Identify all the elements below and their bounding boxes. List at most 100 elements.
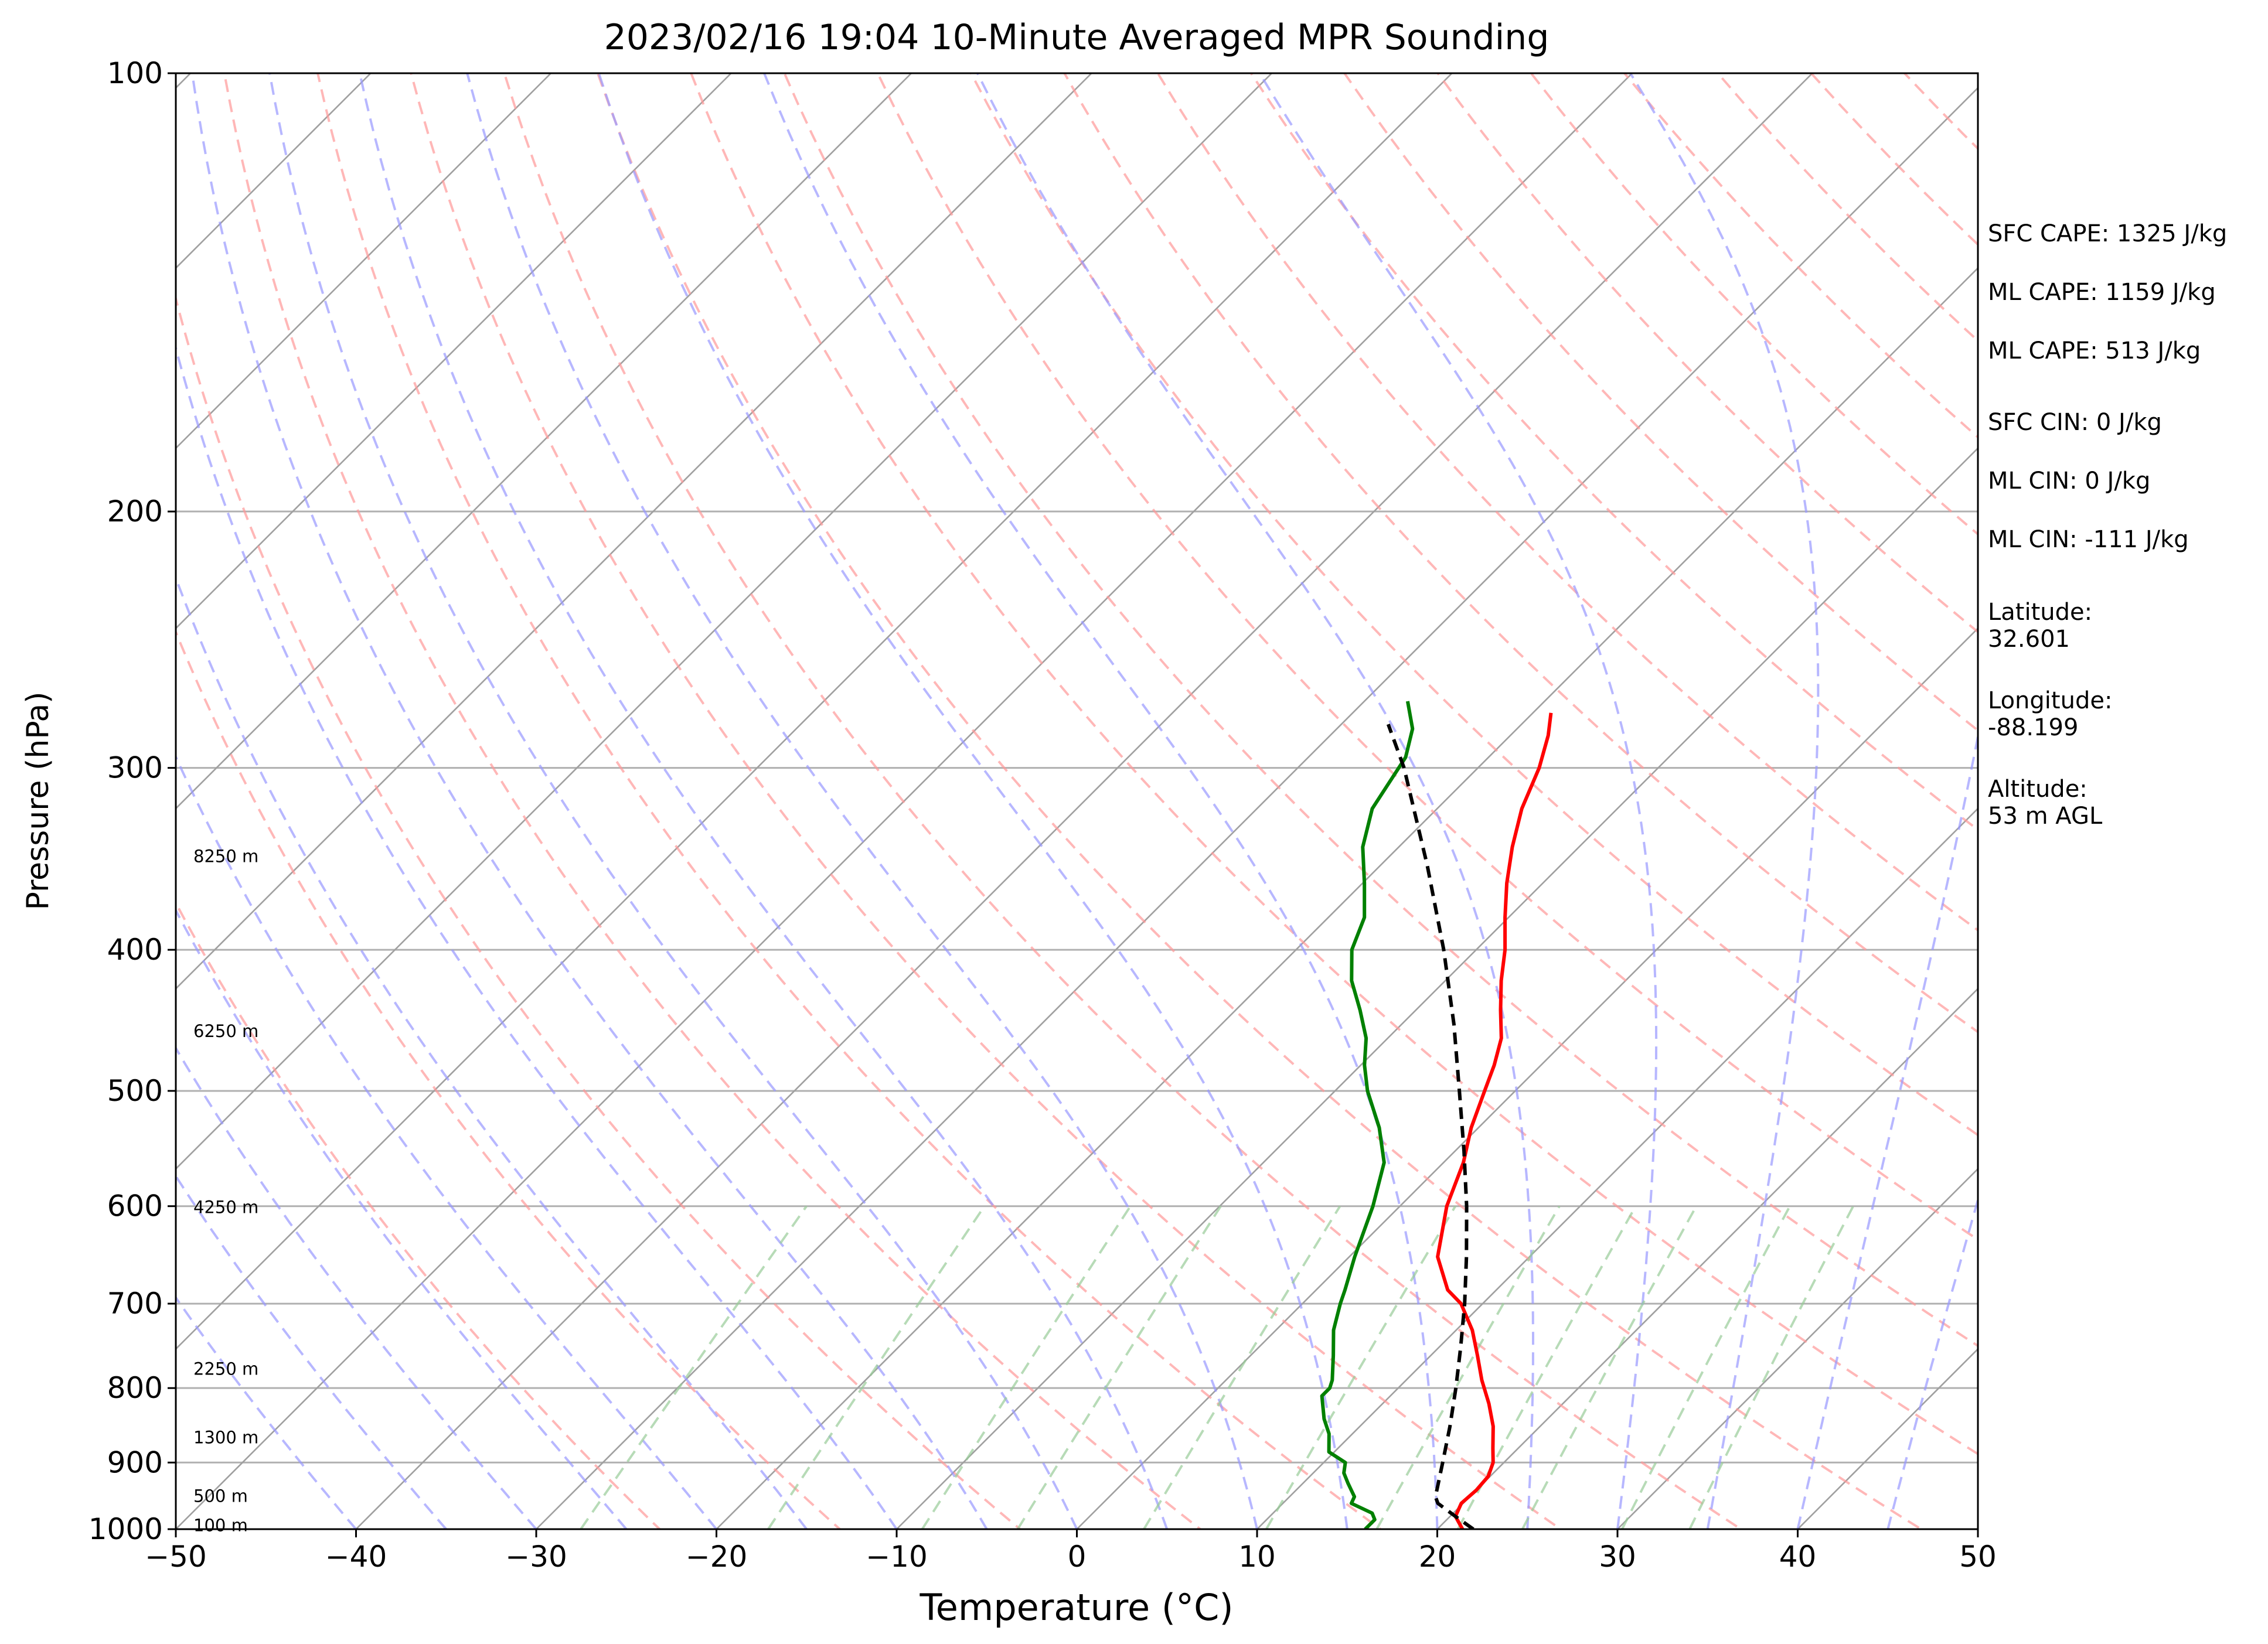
moist-adiabat bbox=[358, 73, 1169, 1529]
sfc-cin-label: SFC CIN: 0 J/kg bbox=[1988, 409, 2162, 436]
mixing-ratio-line bbox=[1688, 1205, 1854, 1529]
x-tick-label: −40 bbox=[325, 1540, 387, 1574]
isotherm bbox=[176, 73, 1092, 990]
dry-adiabat bbox=[176, 629, 842, 1529]
mixing-ratio-line bbox=[921, 1205, 1132, 1529]
dry-adiabat bbox=[176, 901, 662, 1529]
height-label: 2250 m bbox=[193, 1359, 258, 1379]
axes: −50 −40 −30 −20 −10 0 10 20 30 40 50 100 200 300 400 50… bbox=[88, 56, 1997, 1574]
reference-lines bbox=[176, 41, 2268, 1560]
y-tick-label: 400 bbox=[107, 933, 163, 967]
height-label: 500 m bbox=[193, 1486, 248, 1506]
x-tick-label: 50 bbox=[1959, 1540, 1997, 1574]
sfc-cape-label: SFC CAPE: 1325 J/kg bbox=[1988, 220, 2228, 247]
dry-adiabat bbox=[2242, 41, 2268, 1560]
isotherm bbox=[176, 73, 551, 449]
x-tick-label: 40 bbox=[1779, 1540, 1817, 1574]
altitude-label: Altitude: 53 m AGL bbox=[1988, 776, 2103, 830]
dry-adiabat bbox=[783, 73, 1978, 1348]
x-tick-label: −20 bbox=[686, 1540, 748, 1574]
moist-adiabat bbox=[176, 754, 718, 1529]
isotherm bbox=[1256, 807, 1978, 1529]
sounding-traces bbox=[1320, 701, 1553, 1529]
pressure-gridlines bbox=[176, 510, 1978, 1464]
x-tick-label: 20 bbox=[1419, 1540, 1456, 1574]
moist-adiabat bbox=[976, 73, 1534, 1529]
x-axis-label: Temperature (°C) bbox=[919, 1586, 1233, 1629]
ml-cape-label-2: ML CAPE: 513 J/kg bbox=[1988, 337, 2201, 364]
mixing-ratio-line bbox=[1016, 1205, 1222, 1529]
isotherm bbox=[536, 87, 1978, 1529]
height-label: 1300 m bbox=[193, 1427, 258, 1447]
y-tick-label: 300 bbox=[107, 751, 163, 785]
dry-adiabat bbox=[503, 73, 1743, 1529]
moist-adiabat bbox=[176, 908, 628, 1529]
dry-adiabat bbox=[1436, 73, 1978, 634]
mixing-ratio-line bbox=[580, 1205, 808, 1529]
isotherm bbox=[716, 267, 1978, 1529]
y-tick-label: 900 bbox=[107, 1445, 163, 1479]
ml-cin-label-2: ML CIN: -111 J/kg bbox=[1988, 526, 2189, 553]
isotherm bbox=[1076, 627, 1978, 1529]
height-label: 4250 m bbox=[193, 1198, 258, 1217]
dry-adiabat bbox=[2150, 41, 2268, 1560]
dewpoint-trace bbox=[1320, 701, 1415, 1529]
longitude-label: Longitude: -88.199 bbox=[1988, 687, 2113, 741]
dry-adiabat bbox=[876, 73, 1978, 1241]
y-tick-label: 600 bbox=[107, 1189, 163, 1223]
y-tick-label: 100 bbox=[107, 56, 163, 90]
y-tick-label: 800 bbox=[107, 1371, 163, 1405]
x-tick-label: −30 bbox=[505, 1540, 567, 1574]
x-tick-label: −50 bbox=[145, 1540, 207, 1574]
dry-adiabat bbox=[410, 73, 1563, 1529]
x-tick-label: 30 bbox=[1599, 1540, 1636, 1574]
plot-frame bbox=[175, 72, 1979, 1530]
latitude-label: Latitude: 32.601 bbox=[1988, 599, 2093, 653]
dry-adiabat bbox=[176, 294, 1022, 1529]
y-tick-label: 500 bbox=[107, 1074, 163, 1108]
dry-adiabat bbox=[690, 73, 1978, 1456]
dry-adiabat bbox=[316, 73, 1382, 1529]
moist-adiabat bbox=[176, 1295, 357, 1529]
x-tick-label: 0 bbox=[1068, 1540, 1087, 1574]
mixing-ratio-line bbox=[1265, 1205, 1457, 1529]
dry-adiabat bbox=[1716, 73, 1978, 343]
moist-adiabat bbox=[176, 343, 898, 1529]
isotherm bbox=[176, 73, 1272, 1170]
dry-adiabat bbox=[1063, 73, 1978, 1034]
moist-adiabat bbox=[268, 73, 1078, 1529]
dry-adiabat bbox=[1530, 73, 1978, 536]
chart-title: 2023/02/16 19:04 10-Minute Averaged MPR … bbox=[604, 17, 1550, 58]
dry-adiabat bbox=[969, 73, 1978, 1137]
parcel-profile-trace bbox=[1386, 724, 1474, 1529]
mixing-ratio-line bbox=[1143, 1205, 1341, 1529]
moist-adiabat bbox=[1796, 730, 1978, 1529]
isotherm bbox=[355, 73, 1813, 1529]
ml-cape-label: ML CAPE: 1159 J/kg bbox=[1988, 279, 2216, 306]
moist-adiabat bbox=[763, 73, 1439, 1529]
height-label: 100 m bbox=[193, 1516, 248, 1536]
ml-cin-label: ML CIN: 0 J/kg bbox=[1988, 468, 2151, 494]
mixing-ratio-line bbox=[1375, 1205, 1561, 1529]
isotherm bbox=[176, 73, 1453, 1350]
moist-adiabat bbox=[1629, 73, 1820, 1529]
isotherm bbox=[176, 73, 912, 810]
moist-adiabat bbox=[1258, 73, 1658, 1529]
temperature-trace bbox=[1436, 712, 1553, 1529]
dry-adiabat bbox=[1156, 73, 1978, 932]
isotherm bbox=[1436, 987, 1978, 1529]
moist-adiabat bbox=[597, 73, 1348, 1529]
x-tick-label: −10 bbox=[866, 1540, 928, 1574]
moist-adiabat bbox=[466, 73, 1258, 1529]
y-axis-label: Pressure (hPa) bbox=[21, 692, 56, 910]
moist-adiabat bbox=[176, 574, 808, 1529]
height-label: 8250 m bbox=[193, 846, 258, 866]
moist-adiabat bbox=[1886, 1196, 1978, 1529]
moist-adiabat bbox=[176, 1046, 537, 1529]
y-tick-label: 1000 bbox=[88, 1512, 163, 1546]
y-tick-label: 700 bbox=[107, 1287, 163, 1321]
dry-adiabat bbox=[1249, 73, 1978, 831]
isotherm bbox=[896, 447, 1978, 1529]
mixing-ratio-line bbox=[1621, 1205, 1791, 1529]
